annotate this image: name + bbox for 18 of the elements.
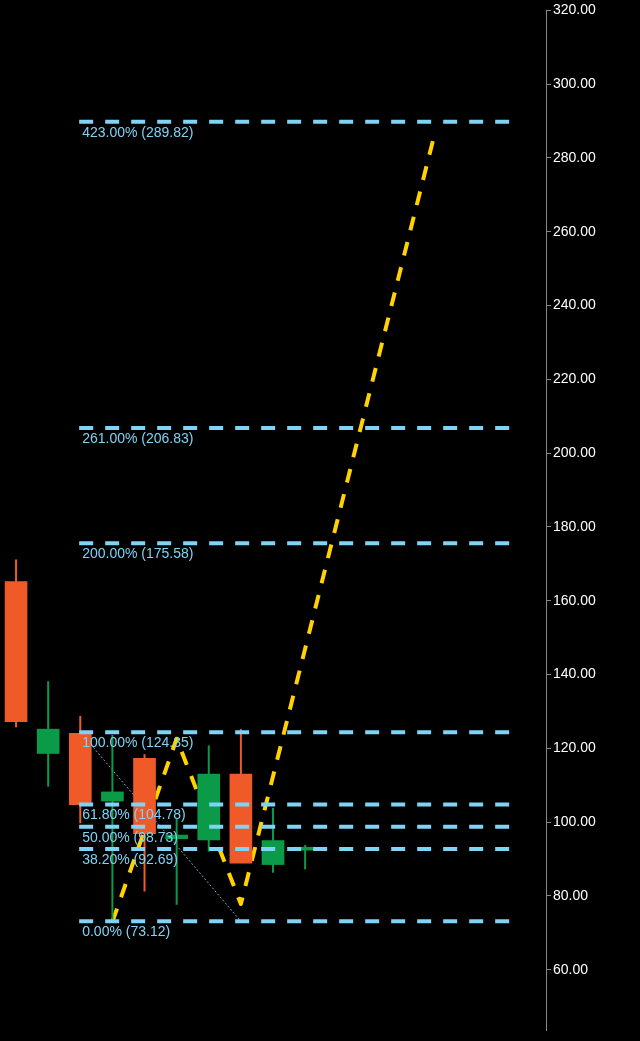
y-tick-label: 140.00 [553, 665, 597, 682]
ref-line-label: 423.00% (289.82) [82, 123, 194, 140]
y-tick-label: 260.00 [553, 222, 597, 239]
ref-line-label: 200.00% (175.58) [82, 545, 194, 562]
y-tick-label: 100.00 [553, 812, 597, 829]
y-tick-label: 300.00 [553, 75, 597, 92]
y-tick-label: 280.00 [553, 148, 597, 165]
ref-line-label: 261.00% (206.83) [82, 429, 194, 446]
y-tick-label: 220.00 [553, 370, 597, 387]
y-tick-label: 160.00 [553, 591, 597, 608]
y-tick-label: 320.00 [553, 1, 597, 18]
y-tick-label: 60.00 [553, 960, 589, 977]
ref-line-label: 0.00% (73.12) [82, 923, 171, 940]
y-tick-label: 120.00 [553, 739, 597, 756]
y-tick-label: 80.00 [553, 886, 589, 903]
y-tick-label: 200.00 [553, 444, 597, 461]
y-tick-label: 240.00 [553, 296, 597, 313]
y-tick-label: 180.00 [553, 517, 597, 534]
